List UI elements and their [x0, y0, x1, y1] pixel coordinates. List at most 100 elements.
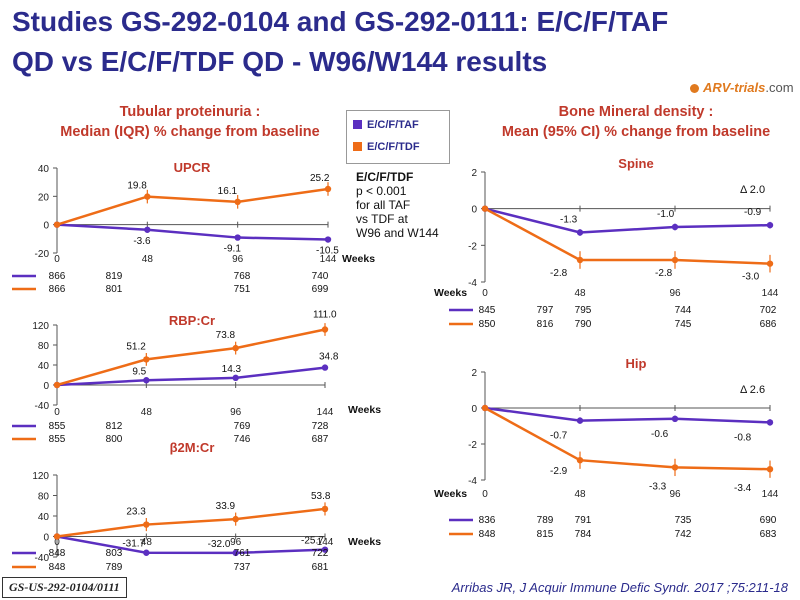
logo-dot-icon [690, 84, 699, 94]
data-label: 14.3 [222, 364, 242, 375]
data-point [232, 515, 239, 523]
y-tick-label: 120 [32, 321, 49, 332]
slide-title-line-2: QD vs E/C/F/TDF QD - W96/W144 results [12, 46, 548, 77]
n-at-risk: 686 [760, 319, 777, 330]
y-tick-label: -2 [468, 440, 477, 451]
data-point [144, 226, 151, 233]
data-label: 53.8 [311, 491, 331, 502]
data-point [321, 326, 329, 333]
data-point [53, 381, 61, 389]
n-at-risk: 803 [106, 548, 123, 559]
n-at-risk: 815 [537, 529, 554, 540]
y-tick-label: 40 [38, 361, 50, 372]
n-at-risk: 681 [312, 562, 329, 573]
arv-trials-logo: ARV-trials.com [690, 80, 794, 95]
data-point [766, 466, 774, 473]
y-tick-label: -4 [468, 476, 477, 487]
series-line [484, 406, 771, 471]
y-tick-label: 0 [43, 533, 49, 544]
legend-swatch-taf [353, 120, 362, 129]
legend-swatch-tdf [353, 142, 362, 151]
data-point [671, 464, 679, 471]
legend-item-tdf: E/C/F/TDF [353, 141, 420, 153]
n-at-risk: 735 [675, 515, 692, 526]
x-tick-label: 0 [54, 537, 60, 548]
y-tick-label: 0 [43, 381, 49, 392]
data-point [321, 546, 329, 553]
data-label: -25.7 [301, 536, 324, 547]
x-tick-label: 96 [669, 288, 681, 299]
n-at-risk: 737 [234, 562, 251, 573]
n-at-risk: 848 [49, 562, 66, 573]
delta-label: Δ 2.6 [740, 384, 765, 396]
data-point [671, 223, 679, 231]
legend-item-taf: E/C/F/TAF [353, 119, 419, 131]
x-tick-label: 144 [762, 288, 779, 299]
data-point [576, 256, 584, 264]
data-point [576, 457, 584, 464]
series-line [56, 507, 326, 538]
data-point [53, 533, 61, 540]
series-line [484, 406, 771, 424]
y-tick-label: -4 [468, 278, 477, 289]
n-at-risk: 866 [49, 271, 66, 282]
chart-title: Hip [626, 356, 647, 371]
data-point [234, 198, 241, 206]
n-at-risk: 746 [234, 434, 251, 445]
x-tick-label: 48 [574, 288, 586, 299]
data-point [143, 356, 150, 363]
citation: Arribas JR, J Acquir Immune Defic Syndr.… [451, 580, 788, 595]
y-tick-label: 40 [38, 512, 50, 523]
data-point [766, 419, 774, 426]
n-at-risk: 848 [479, 529, 496, 540]
n-at-risk: 789 [537, 515, 554, 526]
data-label: 19.8 [127, 181, 147, 192]
data-label: -3.3 [649, 481, 667, 492]
data-point [53, 221, 61, 228]
data-point [671, 256, 679, 264]
data-label: -1.3 [560, 215, 578, 226]
logo-text: ARV-trials [703, 80, 766, 95]
data-label: -2.8 [550, 268, 568, 279]
n-at-risk: 722 [312, 548, 329, 559]
x-tick-label: 0 [482, 489, 488, 500]
n-at-risk: 797 [537, 305, 554, 316]
x-tick-label: 144 [320, 254, 337, 265]
y-tick-label: 0 [471, 205, 477, 216]
data-point [671, 415, 679, 422]
data-label: -0.7 [550, 431, 568, 442]
x-tick-label: 48 [141, 537, 153, 548]
n-at-risk: 742 [675, 529, 692, 540]
x-axis-title: Weeks [348, 404, 381, 416]
series-line [56, 187, 329, 226]
data-label: 16.1 [218, 186, 238, 197]
note-line-2: for all TAF [356, 198, 411, 212]
note-line-3: vs TDF at [356, 212, 408, 226]
y-tick-label: -2 [468, 241, 477, 252]
data-label: -0.9 [744, 207, 762, 218]
x-tick-label: 96 [230, 537, 242, 548]
logo-suffix: .com [765, 80, 794, 95]
data-label: 9.5 [132, 366, 146, 377]
data-label: 34.8 [319, 352, 339, 363]
x-tick-label: 144 [317, 407, 334, 418]
x-tick-label: 96 [232, 254, 244, 265]
series-line [56, 366, 326, 387]
chart-title: Spine [618, 156, 653, 171]
y-tick-label: 20 [38, 192, 50, 203]
n-at-risk: 740 [312, 271, 329, 282]
n-at-risk: 687 [312, 434, 329, 445]
n-at-risk: 745 [675, 319, 692, 330]
x-tick-label: 48 [142, 254, 154, 265]
data-point [576, 417, 584, 424]
left-section-title: Tubular proteinuria : Median (IQR) % cha… [30, 104, 350, 140]
left-section-title-line-2: Median (IQR) % change from baseline [60, 124, 320, 140]
data-point [144, 193, 151, 200]
n-at-risk: 848 [49, 548, 66, 559]
n-at-risk: 836 [479, 515, 496, 526]
x-tick-label: 0 [482, 288, 488, 299]
n-at-risk: 784 [575, 529, 592, 540]
study-code-box: GS-US-292-0104/0111 [2, 577, 127, 598]
data-label: 25.2 [310, 173, 330, 184]
